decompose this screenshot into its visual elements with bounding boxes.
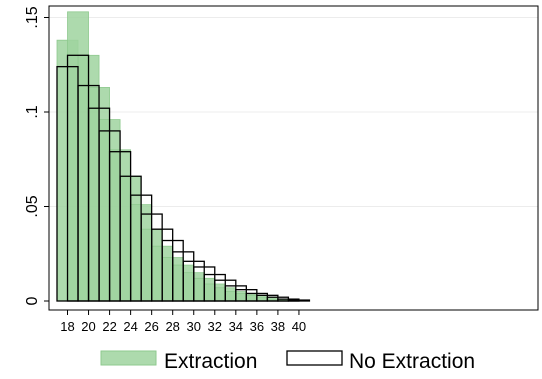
x-tick-label-32: 32: [208, 319, 222, 334]
y-tick-label-0: 0: [24, 296, 41, 305]
x-tick-label-38: 38: [271, 319, 285, 334]
y-tick-label-3: .15: [24, 6, 41, 28]
x-tick-label-26: 26: [144, 319, 158, 334]
y-tick-label-2: .1: [24, 105, 41, 118]
axes: 0 .05 .1 .15 18 20 22 24 26 28 30 32 34 36 38 40: [24, 5, 539, 334]
x-tick-label-40: 40: [292, 319, 306, 334]
x-tick-label-20: 20: [81, 319, 95, 334]
x-tick-label-30: 30: [187, 319, 201, 334]
y-tick-label-1: .05: [24, 195, 41, 217]
legend-swatch-no-extraction: [286, 350, 343, 366]
legend-label-no-extraction: No Extraction: [349, 350, 475, 373]
legend-swatch-extraction: [100, 350, 157, 366]
x-tick-label-36: 36: [250, 319, 264, 334]
legend-label-extraction: Extraction: [164, 350, 257, 373]
x-tick-label-24: 24: [123, 319, 137, 334]
x-tick-label-18: 18: [60, 319, 74, 334]
legend: Extraction No Extraction: [100, 350, 475, 373]
x-tick-label-22: 22: [102, 319, 116, 334]
plot-frame: [48, 5, 539, 311]
x-tick-label-34: 34: [229, 319, 243, 334]
bars: [56, 11, 311, 302]
x-tick-label-28: 28: [165, 319, 179, 334]
bar-no-extraction-40: [287, 299, 311, 302]
